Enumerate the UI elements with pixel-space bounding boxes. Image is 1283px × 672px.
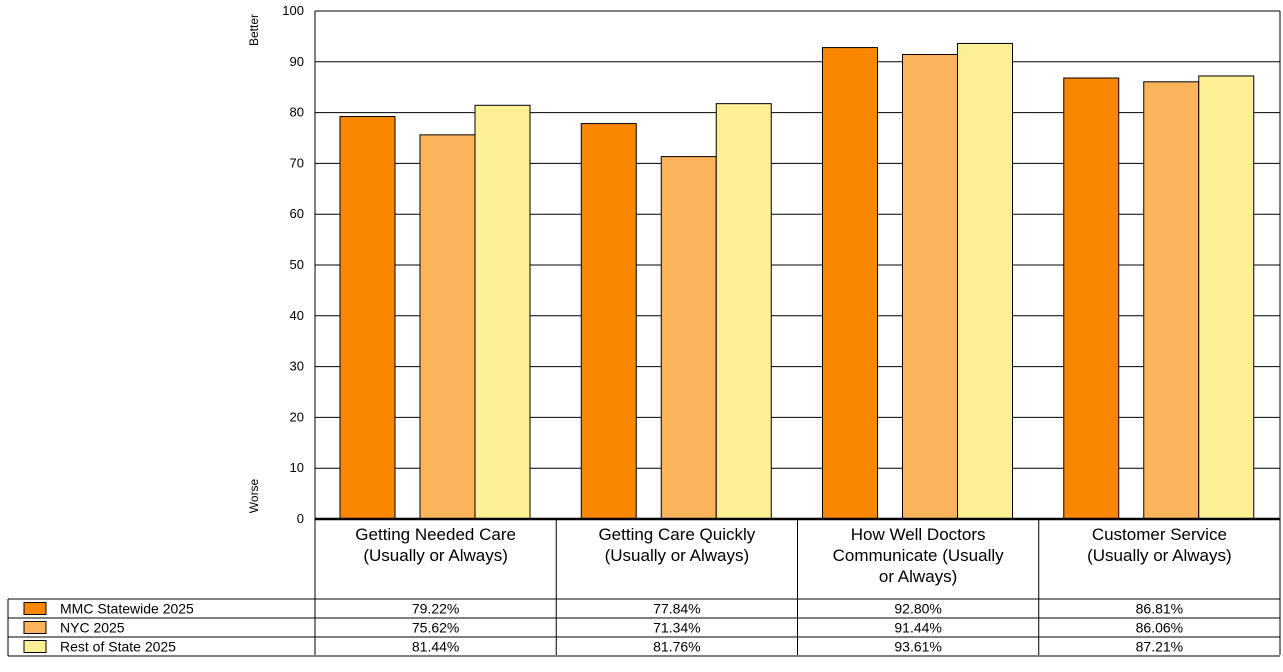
y-tick-label-20: 20 <box>290 409 304 424</box>
legend-swatch-1 <box>24 622 46 634</box>
data-table: MMC Statewide 2025 79.22% 77.84% 92.80% 86.8… <box>8 599 1280 656</box>
table-cell-series2-cat0: 81.44% <box>412 639 459 655</box>
legend-swatch-0 <box>24 603 46 615</box>
category-label-2-line0: How Well Doctors <box>851 525 986 544</box>
bar-series2-cat3 <box>1199 76 1254 519</box>
y-tick-label-70: 70 <box>290 155 304 170</box>
bar-series2-cat1 <box>716 104 771 519</box>
category-label-0-line1: (Usually or Always) <box>363 546 508 565</box>
bar-series1-cat3 <box>1144 82 1199 519</box>
y-tick-label-10: 10 <box>290 460 304 475</box>
bar-series2-cat2 <box>958 43 1013 519</box>
y-tick-label-60: 60 <box>290 206 304 221</box>
table-cell-series1-cat3: 86.06% <box>1136 620 1183 636</box>
y-tick-label-0: 0 <box>297 511 304 526</box>
bars <box>340 43 1254 519</box>
legend-label-1: NYC 2025 <box>60 620 125 636</box>
y-tick-label-50: 50 <box>290 257 304 272</box>
better-annotation: Better <box>247 14 261 46</box>
table-cell-series1-cat0: 75.62% <box>412 620 459 636</box>
legend-swatch-2 <box>24 641 46 653</box>
legend-label-2: Rest of State 2025 <box>60 639 176 655</box>
category-label-0-line0: Getting Needed Care <box>355 525 516 544</box>
worse-annotation: Worse <box>247 478 261 513</box>
table-cell-series1-cat1: 71.34% <box>653 620 700 636</box>
table-cell-series0-cat2: 92.80% <box>894 601 941 617</box>
y-tick-label-40: 40 <box>290 308 304 323</box>
legend-label-0: MMC Statewide 2025 <box>60 601 194 617</box>
category-label-2-line2: or Always) <box>879 567 957 586</box>
bar-series0-cat1 <box>581 124 636 519</box>
bar-series2-cat0 <box>475 105 530 519</box>
category-label-2-line1: Communicate (Usually <box>833 546 1004 565</box>
table-cell-series0-cat1: 77.84% <box>653 601 700 617</box>
category-label-1-line1: (Usually or Always) <box>605 546 750 565</box>
category-labels: Getting Needed Care (Usually or Always) Ge… <box>355 525 1231 586</box>
y-tick-label-80: 80 <box>290 105 304 120</box>
y-tick-label-100: 100 <box>282 3 304 18</box>
bar-series0-cat3 <box>1064 78 1119 519</box>
table-cell-series2-cat2: 93.61% <box>894 639 941 655</box>
y-tick-label-90: 90 <box>290 54 304 69</box>
y-tick-labels: 0 10 20 30 40 50 60 70 80 90 100 <box>282 3 304 526</box>
bar-series0-cat2 <box>823 48 878 519</box>
table-cell-series2-cat1: 81.76% <box>653 639 700 655</box>
y-tick-label-30: 30 <box>290 359 304 374</box>
bar-series1-cat1 <box>661 157 716 519</box>
bar-series1-cat0 <box>420 135 475 519</box>
category-label-1-line0: Getting Care Quickly <box>598 525 755 544</box>
table-cell-series0-cat3: 86.81% <box>1136 601 1183 617</box>
table-cell-series1-cat2: 91.44% <box>894 620 941 636</box>
category-label-3-line0: Customer Service <box>1092 525 1227 544</box>
bar-series0-cat0 <box>340 117 395 519</box>
bar-series1-cat2 <box>903 54 958 519</box>
table-cell-series2-cat3: 87.21% <box>1136 639 1183 655</box>
table-cell-series0-cat0: 79.22% <box>412 601 459 617</box>
category-label-3-line1: (Usually or Always) <box>1087 546 1232 565</box>
